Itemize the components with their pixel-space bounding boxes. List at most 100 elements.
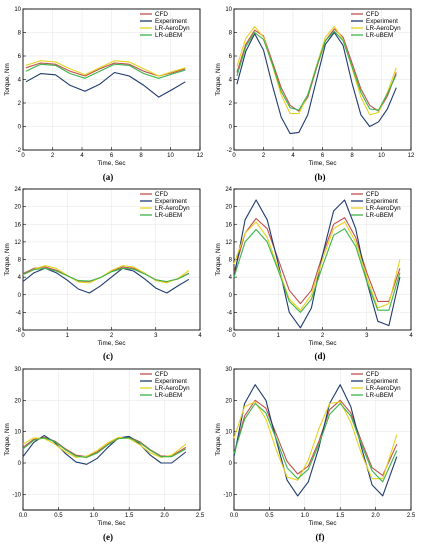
y-tick-label: 10: [225, 7, 232, 13]
y-tick-label: 20: [14, 205, 21, 211]
legend-label: CFD: [366, 371, 379, 378]
x-tick-label: 2: [51, 153, 55, 159]
x-axis-label: Time, Sec: [308, 340, 336, 347]
series-line-lr-ubem: [22, 437, 187, 458]
y-tick-label: 0: [18, 125, 22, 131]
x-tick-label: 1: [66, 333, 70, 339]
y-tick-label: 0: [229, 125, 233, 131]
y-tick-label: 8: [229, 258, 233, 264]
x-tick-label: 4: [80, 153, 84, 159]
y-tick-label: 2: [18, 101, 22, 107]
plot-frame: [233, 188, 412, 331]
x-tick-label: 0: [21, 153, 25, 159]
legend-label: LR-uBEM: [366, 392, 393, 399]
y-tick-label: 6: [229, 54, 233, 60]
y-tick-label: 12: [225, 240, 232, 246]
x-tick-label: 0: [21, 333, 25, 339]
y-tick-label: 20: [225, 205, 232, 211]
y-tick-label: 0: [18, 293, 22, 299]
y-tick-label: 2: [229, 101, 233, 107]
series-line-lr-ubem: [236, 30, 397, 111]
legend-label: CFD: [366, 11, 379, 18]
legend-label: Experiment: [155, 18, 187, 25]
panel-label: (c): [103, 351, 113, 361]
x-tick-label: 0: [232, 153, 236, 159]
x-tick-label: 6: [321, 153, 325, 159]
legend-label: CFD: [155, 11, 168, 18]
legend-label: Experiment: [155, 378, 187, 385]
y-axis-label: Torque, Nm: [215, 63, 222, 96]
x-tick-label: 2.0: [371, 513, 380, 519]
series-line-lr-aerodyn: [22, 265, 190, 284]
legend-label: LR-uBEM: [155, 212, 182, 219]
series-line-lr-ubem: [233, 402, 398, 483]
series-line-lr-ubem: [233, 228, 401, 313]
y-tick-label: 8: [18, 31, 22, 37]
series-line-lr-aerodyn: [25, 60, 186, 77]
x-tick-label: 0.0: [19, 513, 28, 519]
x-axis-label: Time, Sec: [308, 520, 336, 527]
legend-label: LR-AeroDyn: [155, 385, 190, 392]
legend-label: CFD: [155, 191, 168, 198]
y-axis-label: Torque, Nm: [215, 423, 222, 456]
y-tick-label: 4: [18, 78, 22, 84]
y-tick-label: -10: [223, 492, 232, 498]
y-tick-label: 4: [229, 78, 233, 84]
y-tick-label: -4: [227, 310, 233, 316]
x-tick-label: 4: [198, 333, 202, 339]
legend-label: LR-uBEM: [366, 212, 393, 219]
x-tick-label: 3: [154, 333, 158, 339]
legend-label: LR-AeroDyn: [366, 385, 401, 392]
x-tick-label: 0: [232, 333, 236, 339]
x-tick-label: 2.0: [160, 513, 169, 519]
x-tick-label: 1.0: [90, 513, 99, 519]
x-tick-label: 0.0: [230, 513, 239, 519]
series-line-experiment: [236, 31, 397, 135]
x-tick-label: 2: [110, 333, 114, 339]
x-axis-label: Time, Sec: [308, 160, 336, 167]
legend-label: LR-AeroDyn: [155, 25, 190, 32]
y-tick-label: 6: [18, 54, 22, 60]
legend-label: LR-uBEM: [155, 392, 182, 399]
panel-label: (d): [315, 351, 326, 361]
series-line-lr-aerodyn: [22, 436, 187, 458]
y-tick-label: 10: [14, 7, 21, 13]
legend-label: LR-AeroDyn: [366, 25, 401, 32]
y-tick-label: 10: [225, 430, 232, 436]
y-tick-label: 24: [225, 187, 232, 193]
y-tick-label: 8: [229, 31, 233, 37]
y-tick-label: 8: [18, 258, 22, 264]
chart-panel-6: 0.0 0.5 1.0 1.5 2.0 2.5 -10 0 10 20 30 Time, Sec Tor…: [215, 367, 416, 542]
y-tick-label: 16: [225, 222, 232, 228]
x-tick-label: 8: [350, 153, 354, 159]
y-tick-label: 20: [14, 398, 21, 404]
panel-label: (e): [103, 532, 113, 542]
x-tick-label: 8: [139, 153, 143, 159]
legend-label: Experiment: [366, 378, 398, 385]
y-tick-label: 0: [229, 293, 233, 299]
legend-label: Experiment: [366, 198, 398, 205]
x-tick-label: 2.5: [196, 513, 205, 519]
y-tick-label: 12: [14, 240, 21, 246]
panel-label: (b): [315, 172, 326, 182]
y-tick-label: 30: [14, 367, 21, 373]
x-tick-label: 10: [167, 153, 174, 159]
y-tick-label: 16: [14, 222, 21, 228]
x-tick-label: 6: [110, 153, 114, 159]
y-tick-label: -8: [16, 328, 22, 334]
legend-label: CFD: [155, 371, 168, 378]
legend-label: LR-uBEM: [155, 32, 182, 39]
series-line-lr-ubem: [25, 63, 186, 79]
y-tick-label: -4: [16, 310, 22, 316]
y-axis-label: Torque, Nm: [215, 243, 222, 276]
x-tick-label: 1: [277, 333, 281, 339]
y-axis-label: Torque, Nm: [4, 243, 11, 276]
x-tick-label: 2: [321, 333, 325, 339]
